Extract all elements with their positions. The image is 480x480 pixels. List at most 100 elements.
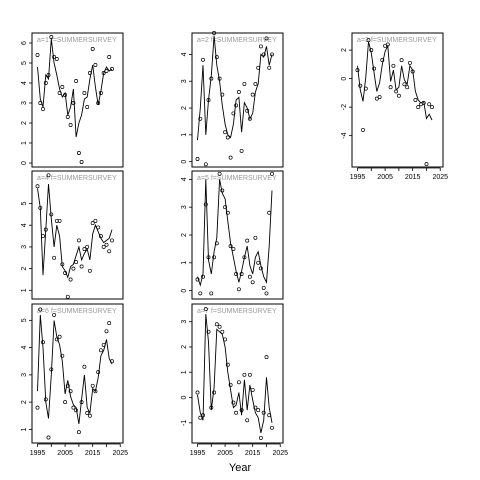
data-point (93, 389, 98, 394)
data-point (35, 53, 40, 57)
y-tick-label: 4 (181, 177, 188, 181)
data-point (247, 116, 252, 121)
x-tick-label: 2005 (377, 174, 393, 181)
data-point (228, 155, 233, 160)
data-point (380, 58, 385, 63)
data-point (107, 321, 112, 326)
panel-title: a=1 f=SUMMERSURVEY (37, 37, 117, 44)
y-tick-label: 4 (21, 81, 28, 85)
data-point (250, 92, 255, 97)
data-point (104, 242, 109, 247)
data-point (214, 241, 219, 246)
data-point (217, 76, 222, 81)
data-point (98, 348, 103, 353)
panel-frame (31, 32, 124, 168)
data-point (104, 69, 109, 73)
data-point (267, 413, 272, 418)
data-point (71, 266, 76, 271)
data-point (201, 57, 205, 62)
panel-frame (351, 32, 444, 168)
y-tick-label: 1 (21, 427, 28, 431)
data-point (258, 435, 263, 440)
y-tick-label: 2 (341, 48, 348, 52)
panel-2: a=2 f=SUMMERSURVEY 0 1 2 3 4 (181, 31, 284, 168)
data-point (54, 337, 59, 342)
y-tick-label: 4 (181, 52, 188, 56)
data-point (209, 291, 214, 296)
data-point (223, 337, 228, 342)
data-point (239, 148, 244, 153)
fitted-line (357, 41, 433, 121)
data-point (57, 218, 62, 223)
data-point (65, 383, 70, 388)
panel-frame (191, 32, 284, 168)
data-point (60, 262, 65, 267)
x-tick-label: 2015 (245, 450, 261, 457)
data-point (421, 100, 426, 105)
data-point (85, 244, 90, 249)
x-tick-label: 2015 (405, 174, 421, 181)
data-point (410, 69, 415, 74)
fitted-line (197, 179, 273, 287)
data-point (82, 364, 87, 369)
data-point (195, 277, 200, 282)
data-point (236, 90, 241, 94)
data-point (46, 73, 51, 77)
y-tick-label: 0 (21, 161, 28, 165)
data-point (212, 390, 217, 395)
data-point (225, 362, 230, 367)
y-tick-label: 2 (181, 233, 188, 237)
y-tick-label: 2 (181, 345, 188, 349)
data-point (270, 52, 274, 57)
data-point (399, 58, 404, 63)
data-point (90, 383, 95, 388)
data-point (256, 408, 261, 413)
data-point (372, 66, 377, 71)
data-point (65, 294, 70, 299)
data-point (220, 329, 225, 334)
data-point (264, 291, 269, 296)
data-point (101, 244, 106, 249)
y-tick-label: 2 (181, 106, 188, 110)
data-point (363, 86, 368, 91)
data-point (242, 81, 247, 86)
data-point (195, 390, 200, 395)
y-tick-label: 1 (181, 370, 188, 374)
y-tick-label: 1 (21, 288, 28, 292)
data-point (54, 218, 59, 223)
data-point (54, 57, 59, 61)
y-tick-label: 0 (181, 395, 188, 399)
data-point (110, 67, 114, 71)
data-point (107, 55, 112, 59)
data-point (43, 397, 48, 402)
data-point (76, 430, 81, 435)
data-point (201, 413, 205, 418)
data-point (256, 65, 261, 70)
y-tick-label: 2 (21, 267, 28, 271)
data-point (203, 202, 208, 207)
data-point (93, 218, 98, 223)
data-point (430, 105, 434, 110)
data-point (206, 98, 211, 102)
data-point (35, 184, 40, 189)
y-tick-label: 4 (21, 346, 28, 350)
data-point (228, 244, 233, 249)
data-point (223, 130, 228, 135)
data-point (43, 227, 48, 232)
panel-title: a=4 f=SUMMERSURVEY (37, 175, 117, 182)
data-point (101, 71, 106, 75)
data-point (264, 355, 269, 360)
data-point (385, 42, 390, 47)
data-point (49, 212, 54, 217)
data-point (253, 81, 258, 86)
y-tick-label: 1 (181, 261, 188, 265)
data-point (96, 101, 101, 105)
data-point (98, 234, 103, 239)
y-tick-label: 3 (181, 205, 188, 209)
fitted-line (197, 314, 273, 433)
data-point (71, 405, 76, 410)
data-point (245, 238, 250, 243)
data-point (52, 55, 57, 59)
data-point (35, 405, 40, 410)
data-point (264, 36, 269, 41)
